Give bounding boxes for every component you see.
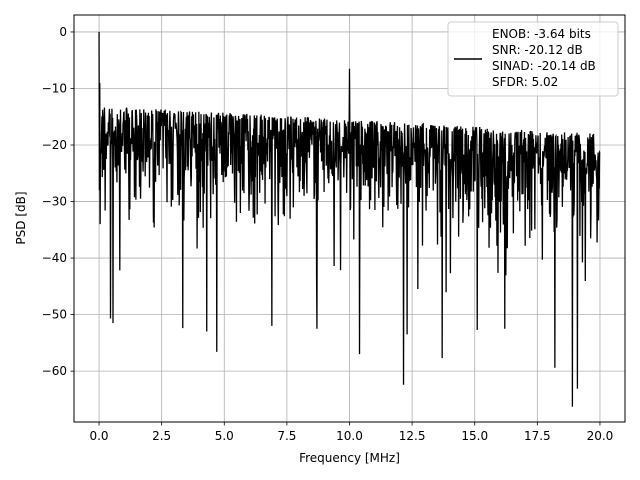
y-tick-label: −40	[42, 251, 67, 265]
y-tick-label: 0	[59, 25, 67, 39]
x-tick-label: 15.0	[461, 429, 488, 443]
legend: ENOB: -3.64 bits SNR: -20.12 dB SINAD: -…	[447, 21, 619, 97]
y-axis-label: PSD [dB]	[14, 191, 28, 244]
legend-entry-sfdr: SFDR: 5.02	[492, 75, 558, 89]
y-tick-label: −20	[42, 138, 67, 152]
y-axis-ticks: 0 −10 −20 −30 −40 −50 −60	[42, 25, 74, 378]
psd-series-line	[98, 31, 601, 407]
x-tick-label: 5.0	[215, 429, 234, 443]
legend-box	[447, 21, 619, 97]
x-tick-label: 0.0	[89, 429, 108, 443]
y-tick-label: −50	[42, 308, 67, 322]
plot-area	[98, 31, 601, 407]
y-tick-label: −10	[42, 81, 67, 95]
x-tick-label: 20.0	[587, 429, 614, 443]
legend-entry-sinad: SINAD: -20.14 dB	[492, 59, 596, 73]
x-axis-label: Frequency [MHz]	[299, 451, 400, 465]
x-tick-label: 17.5	[524, 429, 551, 443]
x-tick-label: 2.5	[152, 429, 171, 443]
y-tick-label: −60	[42, 364, 67, 378]
legend-entry-snr: SNR: -20.12 dB	[492, 43, 583, 57]
y-tick-label: −30	[42, 195, 67, 209]
legend-entry-enob: ENOB: -3.64 bits	[492, 27, 591, 41]
x-axis-ticks: 0.0 2.5 5.0 7.5 10.0 12.5 15.0 17.5 20.0	[89, 422, 613, 443]
x-tick-label: 12.5	[399, 429, 426, 443]
x-tick-label: 10.0	[336, 429, 363, 443]
x-tick-label: 7.5	[277, 429, 296, 443]
